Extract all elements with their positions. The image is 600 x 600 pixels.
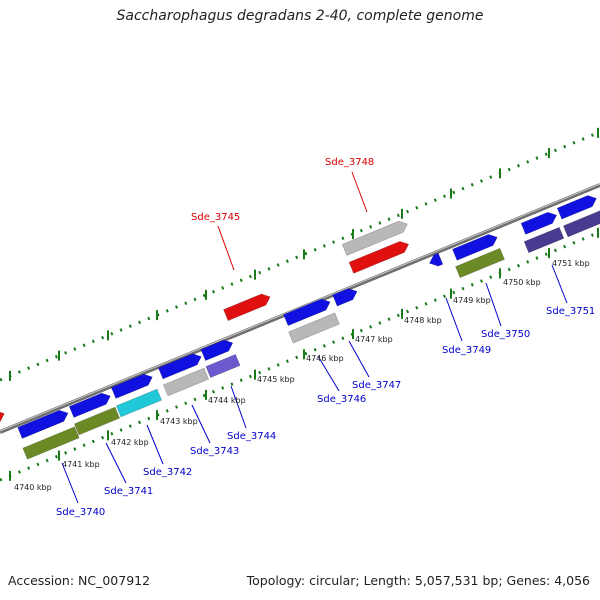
gene-feature-arrow[interactable] [556,193,599,220]
upper-tick-track [0,130,600,382]
gene-label[interactable]: Sde_3741 [104,486,153,497]
kbp-label: 4743 kbp [160,417,198,426]
gene-label[interactable]: Sde_3740 [56,507,105,518]
label-connector-line [230,385,247,429]
gene-feature-arrow[interactable] [200,337,235,362]
gene-feature-arrow[interactable] [110,371,154,399]
gene-feature-arrow[interactable] [562,208,600,238]
gene-feature-arrow[interactable] [332,286,360,307]
genome-backbone-highlight [0,183,600,432]
gene-feature-arrow[interactable] [283,296,333,327]
major-ticks [9,127,599,481]
gene-label[interactable]: Sde_3747 [352,380,401,391]
label-connector-line [485,282,502,327]
genome-title: Saccharophagus degradans 2-40, complete … [116,8,484,24]
label-connector-line [445,297,463,342]
gene-feature-arrow[interactable] [348,239,411,274]
label-connector-line [105,442,127,484]
gene-label[interactable]: Sde_3745 [191,212,240,223]
kbp-label: 4745 kbp [257,375,295,384]
kbp-label: 4750 kbp [503,278,541,287]
gene-label[interactable]: Sde_3749 [442,345,491,356]
label-connector-line [61,462,79,504]
kbp-label: 4742 kbp [111,438,149,447]
gene-feature-arrow[interactable] [22,426,80,460]
genome-summary-text: Topology: circular; Length: 5,057,531 bp… [246,573,590,588]
gene-feature-arrow[interactable] [523,226,565,254]
kbp-label: 4744 kbp [208,396,246,405]
gene-label[interactable]: Sde_3751 [546,306,595,317]
gene-feature-arrow[interactable] [0,408,7,427]
gene-feature-arrow[interactable] [17,408,71,439]
gene-label[interactable]: Sde_3748 [325,157,374,168]
gene-feature-arrow[interactable] [455,247,505,279]
gene-label[interactable]: Sde_3744 [227,431,276,442]
gene-label[interactable]: Sde_3746 [317,394,366,405]
gene-label[interactable]: Sde_3743 [190,446,239,457]
gene-feature-arrow[interactable] [520,210,559,235]
label-connector-line [217,225,235,271]
label-connector-line [551,264,568,304]
gene-label[interactable]: Sde_3750 [481,329,530,340]
kbp-label: 4748 kbp [404,316,442,325]
label-connector-line [317,355,340,392]
label-connector-line [351,171,368,213]
gene-feature-arrow[interactable] [427,252,444,269]
gene-feature-arrow[interactable] [162,367,210,397]
gene-feature-arrow[interactable] [341,219,409,256]
gene-feature-arrow[interactable] [223,291,273,322]
label-connector-line [146,424,164,465]
kbp-label: 4747 kbp [355,335,393,344]
kbp-label: 4751 kbp [552,259,590,268]
kbp-label: 4740 kbp [14,483,52,492]
gene-feature-arrow[interactable] [115,388,163,418]
kbp-label: 4749 kbp [453,296,491,305]
gene-feature-arrow[interactable] [73,406,121,436]
gene-label[interactable]: Sde_3742 [143,467,192,478]
gene-features [0,193,600,460]
gene-feature-arrow[interactable] [68,390,112,418]
lower-tick-track [0,230,600,482]
label-connector-line [191,404,211,444]
kbp-label: 4741 kbp [62,460,100,469]
accession-text: Accession: NC_007912 [8,573,151,588]
gene-feature-arrow[interactable] [205,353,241,379]
gene-feature-arrow[interactable] [157,351,203,380]
label-connector-line [348,340,370,378]
kbp-label: 4746 kbp [306,354,344,363]
gene-feature-arrow[interactable] [452,232,499,261]
gene-feature-arrow[interactable] [288,312,340,344]
label-connectors [61,171,568,504]
